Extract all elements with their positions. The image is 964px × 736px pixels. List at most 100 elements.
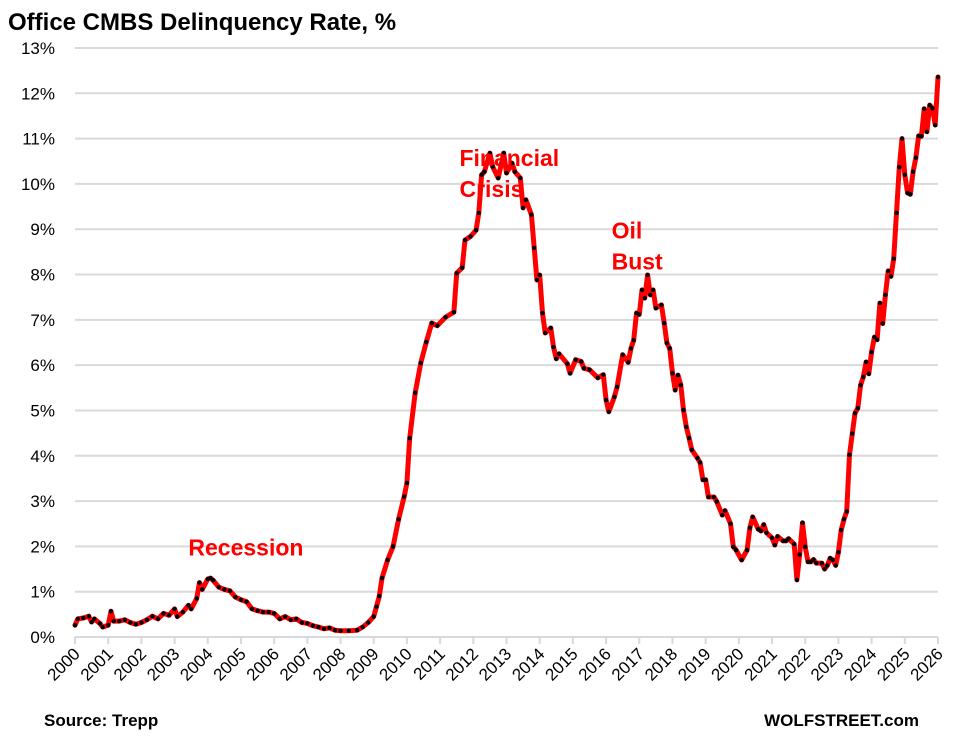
data-point	[866, 371, 872, 376]
x-tick-label: 2009	[342, 644, 382, 684]
y-axis-tick-labels: 0% 1% 2% 3% 4% 5% 6% 7% 8% 9% 10% 11% 12% 13%	[21, 39, 55, 647]
x-tick-label: 2016	[575, 644, 615, 684]
chart-title: Office CMBS Delinquency Rate, %	[8, 9, 396, 36]
data-point	[689, 447, 695, 453]
data-point	[509, 160, 515, 166]
data-point	[803, 544, 808, 550]
data-point	[933, 122, 938, 128]
data-point	[197, 580, 202, 585]
data-point	[844, 509, 849, 514]
data-point	[825, 563, 830, 568]
data-point	[852, 410, 858, 416]
data-point	[520, 205, 526, 211]
data-point	[75, 616, 80, 622]
y-tick-label: 4%	[30, 447, 55, 466]
y-tick-label: 3%	[30, 492, 55, 511]
data-point	[797, 552, 802, 557]
data-point	[321, 626, 327, 632]
data-point	[390, 544, 396, 549]
data-point	[501, 150, 506, 156]
data-point	[924, 129, 930, 135]
x-tick-label: 2010	[376, 644, 416, 684]
data-point	[913, 155, 919, 160]
data-point	[161, 611, 166, 616]
series-line	[72, 74, 941, 634]
data-point	[144, 617, 150, 622]
data-point	[180, 609, 186, 615]
y-tick-label: 8%	[30, 266, 55, 285]
data-point	[418, 360, 423, 366]
annotation-label: Oil Bust	[612, 217, 663, 274]
x-tick-label: 2007	[276, 644, 316, 684]
data-point	[874, 337, 880, 342]
data-point	[628, 346, 634, 351]
data-point	[92, 616, 97, 622]
data-point	[673, 387, 678, 393]
data-point	[216, 584, 222, 590]
data-point	[468, 234, 473, 239]
data-point	[277, 616, 282, 622]
data-point	[305, 621, 310, 626]
annotations: Recession Financial Crisis Oil Bust	[188, 145, 663, 561]
data-point	[172, 606, 177, 612]
data-point	[327, 625, 332, 631]
annotation-label: Financial Crisis	[459, 145, 559, 202]
data-point	[910, 169, 916, 174]
data-point	[155, 616, 161, 622]
data-point	[354, 628, 360, 633]
data-point	[855, 405, 860, 411]
data-point	[645, 272, 650, 278]
data-point	[496, 175, 501, 181]
data-point	[703, 477, 708, 482]
x-tick-label: 2008	[309, 644, 349, 684]
data-point	[775, 534, 780, 539]
data-point	[490, 164, 495, 169]
data-point	[761, 522, 766, 527]
x-tick-label: 2024	[840, 644, 880, 684]
data-point	[863, 359, 869, 365]
data-point	[927, 102, 932, 108]
x-tick-label: 2012	[442, 644, 482, 684]
data-point	[100, 624, 105, 630]
data-point	[678, 382, 683, 388]
data-point	[565, 361, 570, 366]
data-point	[659, 302, 664, 308]
data-point	[283, 614, 288, 619]
data-point	[772, 542, 778, 548]
data-point	[841, 517, 847, 522]
x-tick-label: 2015	[542, 644, 582, 684]
x-tick-label: 2000	[44, 644, 84, 684]
data-point	[72, 623, 78, 628]
data-point	[747, 525, 753, 531]
data-point	[188, 606, 194, 612]
data-point	[451, 309, 457, 315]
y-tick-label: 6%	[30, 356, 55, 375]
data-point	[255, 608, 260, 613]
x-tick-label: 2020	[707, 644, 747, 684]
data-point	[728, 521, 733, 526]
data-point	[454, 270, 459, 276]
data-point	[935, 74, 941, 80]
data-point	[108, 608, 114, 614]
data-point	[523, 197, 529, 202]
annotation-line: Financial	[459, 145, 559, 171]
data-point	[166, 613, 172, 618]
data-point	[750, 514, 755, 520]
data-point	[861, 374, 866, 380]
data-point	[670, 371, 675, 376]
data-point	[128, 620, 133, 625]
data-point	[739, 557, 744, 563]
data-point	[529, 212, 534, 217]
x-tick-label: 2014	[508, 644, 548, 684]
data-point	[711, 494, 717, 500]
y-tick-label: 10%	[21, 175, 55, 194]
data-point	[681, 407, 686, 413]
data-point	[930, 106, 935, 111]
data-point	[667, 346, 672, 351]
x-tick-label: 2001	[77, 644, 117, 684]
data-point	[653, 305, 659, 311]
data-point	[316, 624, 321, 630]
data-point	[921, 106, 927, 111]
annotation-label: Recession	[188, 534, 303, 560]
data-point	[626, 360, 631, 365]
